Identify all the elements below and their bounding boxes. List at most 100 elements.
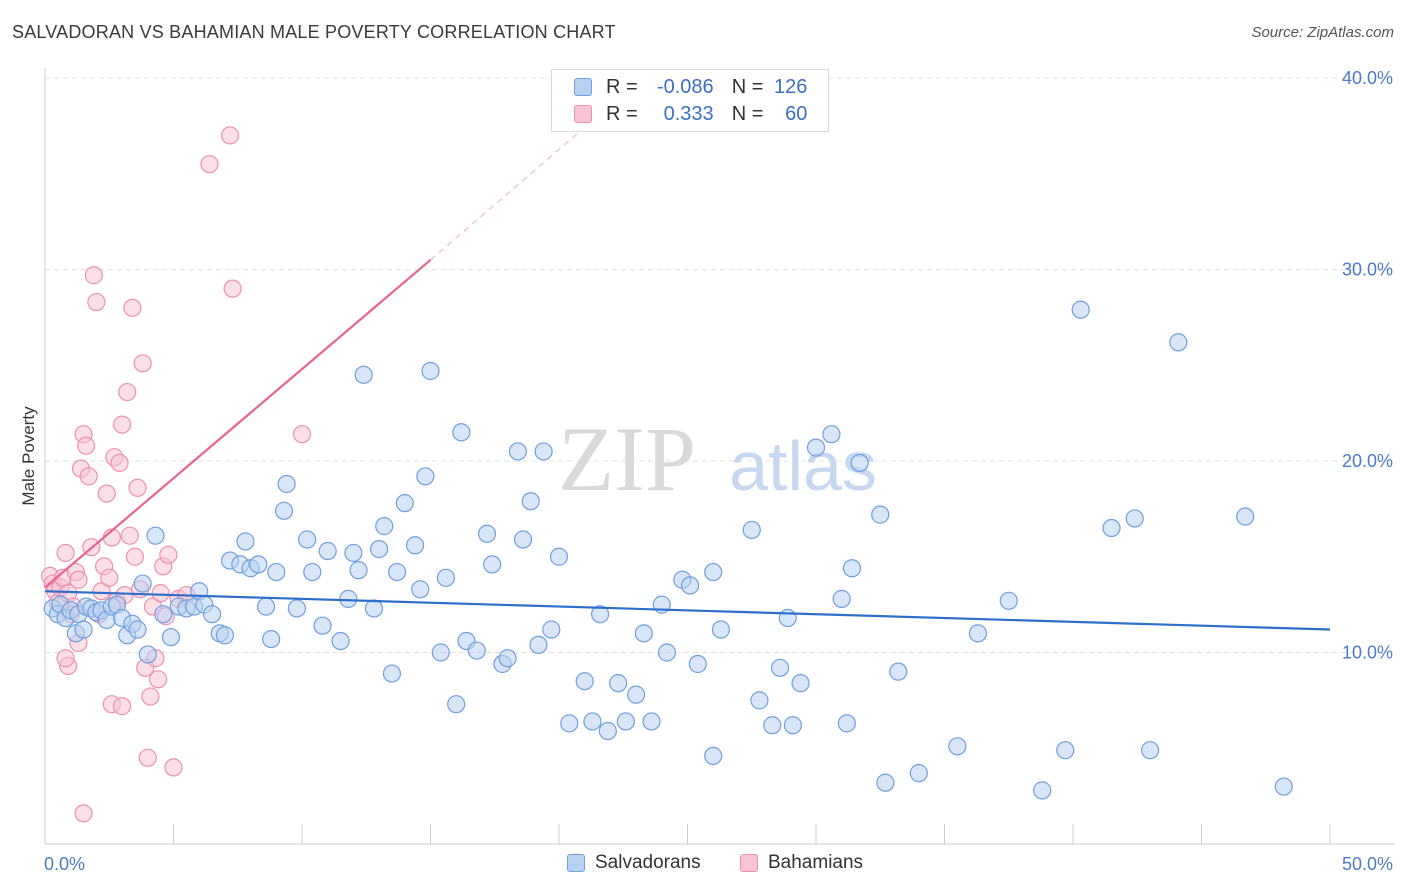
salvadoran-point [626,685,646,704]
bahamian-point [123,298,142,317]
salvadoran-point [416,467,435,486]
salvadoran-point [202,605,222,624]
salvadoran-point [642,712,661,731]
salvadoran-point [298,530,317,549]
bahamian-point [125,547,145,566]
salvadoran-point [591,605,610,624]
salvadoran-point [447,695,466,714]
bahamian-point [110,453,129,473]
bahamian-point [97,484,116,503]
legend-row-bahamian: R = 0.333 N = 60 [574,102,807,126]
legend-swatch-bahamians [740,854,758,872]
chart-title: SALVADORAN VS BAHAMIAN MALE POVERTY CORR… [12,22,616,42]
bahamian-point [159,545,178,564]
salvadoran-point [339,589,358,608]
x-tick-label: 50.0% [1342,854,1393,874]
bahamian-point [87,292,106,312]
salvadoran-point [968,624,988,643]
legend-swatch-salvadorans [567,854,585,872]
legend-r-label: R = [606,102,638,125]
salvadoran-point [871,505,890,524]
salvadoran-point [349,561,368,580]
salvadoran-point [287,599,306,618]
source-label: Source: ZipAtlas.com [1251,24,1394,41]
salvadoran-point [1033,781,1052,800]
salvadoran-point [154,605,173,624]
salvadoran-point [277,474,296,494]
salvadoran-point [1274,777,1293,796]
salvadoran-point [395,494,414,513]
salvadoran-point [370,539,389,559]
bahamian-trend-line [44,259,432,589]
bahamian-point [74,804,93,823]
salvadoran-point [575,672,594,691]
bahamian-point [92,582,111,601]
legend-swatch-bahamian [574,105,592,123]
salvadoran-point [215,626,234,645]
salvadoran-point [375,517,394,536]
bahamian-trend-extension [430,115,598,261]
trend-lines [44,115,1331,631]
bahamian-point [120,526,139,545]
salvadoran-point [704,562,723,582]
salvadoran-point [133,574,152,593]
salvadoran-point [236,532,255,551]
legend-r-value: 0.333 [663,102,714,125]
salvadoran-point [1056,741,1075,760]
salvadoran-point [542,620,561,639]
salvadoran-point [609,674,628,693]
salvadoran-point [146,526,165,545]
salvadoran-point [256,597,276,616]
legend-r-label: R = [606,75,638,98]
y-tick-label: 30.0% [1342,260,1393,280]
legend-n-value: 126 [774,75,808,98]
salvadoran-point [770,658,790,677]
salvadoran-point [598,721,617,741]
salvadoran-point [560,714,579,733]
salvadoran-point [508,442,527,461]
salvadoran-point [267,562,286,582]
salvadoran-point [529,635,548,654]
bahamian-point [79,467,98,486]
salvadoran-point [521,492,540,511]
correlation-legend: R = -0.086 N = 126 R = 0.333 N = 60 [551,69,829,132]
grid-lines [45,77,1395,653]
y-tick-label: 40.0% [1342,68,1393,88]
salvadoran-point [387,562,407,582]
salvadoran-point [763,716,782,735]
salvadoran-point [704,746,723,766]
salvadoran-point [1140,741,1160,760]
y-tick-label: 20.0% [1342,451,1393,471]
bahamian-point [56,543,75,563]
salvadoran-point [364,599,384,618]
salvadoran-points [43,300,1293,800]
salvadoran-point [1125,509,1144,528]
salvadoran-point [1169,333,1188,352]
salvadoran-point [837,714,856,733]
salvadoran-point [909,764,928,783]
salvadoran-point [452,423,471,442]
salvadoran-point [1102,518,1121,538]
watermark-zip: ZIP [558,408,696,510]
legend-n-label: N = [731,75,764,98]
bahamian-point [151,584,170,603]
salvadoran-point [534,442,553,461]
legend-label-bahamians: Bahamians [768,852,864,873]
bahamian-point [223,279,242,298]
salvadoran-point [634,624,653,643]
tick-labels: 10.0% 20.0% 30.0% 40.0% 0.0% 50.0% [44,68,1393,874]
salvadoran-point [498,649,517,668]
salvadoran-point [405,536,425,555]
legend-r-value: -0.086 [656,75,714,98]
salvadoran-point [791,674,810,693]
salvadoran-point [382,664,402,683]
bahamian-point [112,697,132,716]
bahamian-point [164,758,183,777]
bahamian-point [69,570,88,589]
salvadoran-point [783,716,802,735]
bahamian-point [128,478,147,497]
legend-item-bahamians: Bahamians [740,852,863,874]
legend-label-salvadorans: Salvadorans [595,852,701,873]
salvadoran-point [850,453,869,473]
